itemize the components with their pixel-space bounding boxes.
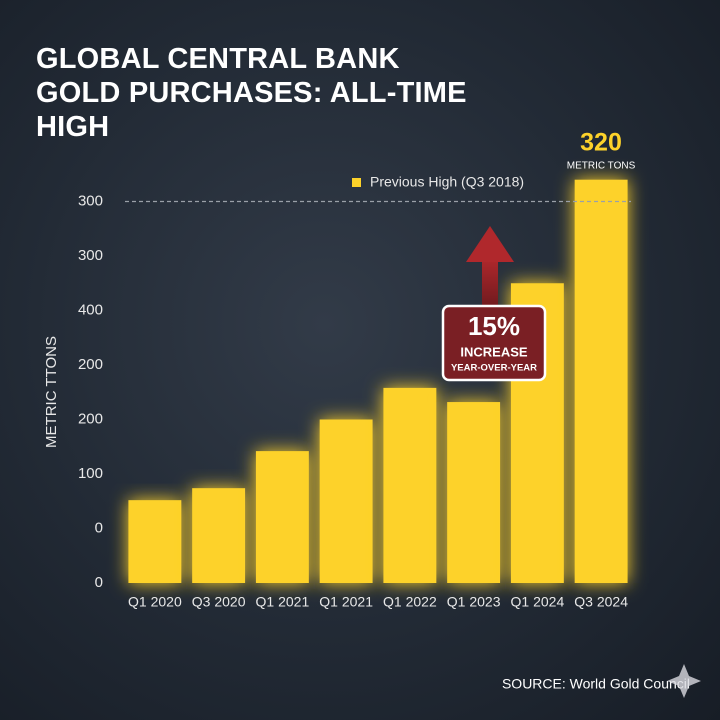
x-tick-label: Q1 2024 [511, 594, 565, 610]
top-value-label: 320 [580, 129, 622, 157]
annotation-box [441, 304, 547, 382]
y-tick-label: 200 [78, 356, 103, 373]
top-unit-label: METRIC TONS [567, 161, 636, 172]
y-tick-label: 100 [78, 465, 103, 482]
x-tick-label: Q3 2020 [192, 594, 246, 610]
y-tick-label: 0 [95, 519, 103, 536]
x-tick-label: Q1 2020 [128, 594, 182, 610]
y-axis-label: METRIC TTONS [43, 336, 60, 448]
y-tick-label: 200 [78, 410, 103, 427]
source: SOURCE: World Gold Council [502, 676, 690, 692]
bar [319, 419, 373, 583]
x-tick-label: Q1 2021 [319, 594, 373, 610]
x-tick-label: Q1 2022 [383, 594, 437, 610]
y-tick-label: 400 [78, 301, 103, 318]
y-tick-label: 0 [95, 574, 103, 591]
bars [128, 179, 628, 583]
bar [447, 402, 501, 583]
annotation-period: YEAR-OVER-YEAR [451, 363, 537, 374]
sparkle-icon [667, 664, 701, 698]
bar [255, 451, 309, 583]
y-tick-label: 300 [78, 192, 103, 209]
annotation-text: INCREASE [460, 344, 528, 359]
x-tick-label: Q1 2021 [256, 594, 310, 610]
bar [574, 179, 628, 583]
bar [383, 387, 437, 583]
x-tick-label: Q1 2023 [447, 594, 501, 610]
arrow-head [466, 226, 514, 262]
arrow-shaft [482, 258, 498, 308]
legend-swatch [352, 178, 361, 187]
chart-title: GLOBAL CENTRAL BANK GOLD PURCHASES: ALL-… [36, 43, 467, 143]
legend-label: Previous High (Q3 2018) [370, 174, 524, 190]
x-tick-label: Q3 2024 [574, 594, 628, 610]
bar [192, 488, 246, 583]
bar [128, 500, 182, 583]
annotation-pct: 15% [468, 311, 520, 341]
y-tick-label: 300 [78, 247, 103, 264]
